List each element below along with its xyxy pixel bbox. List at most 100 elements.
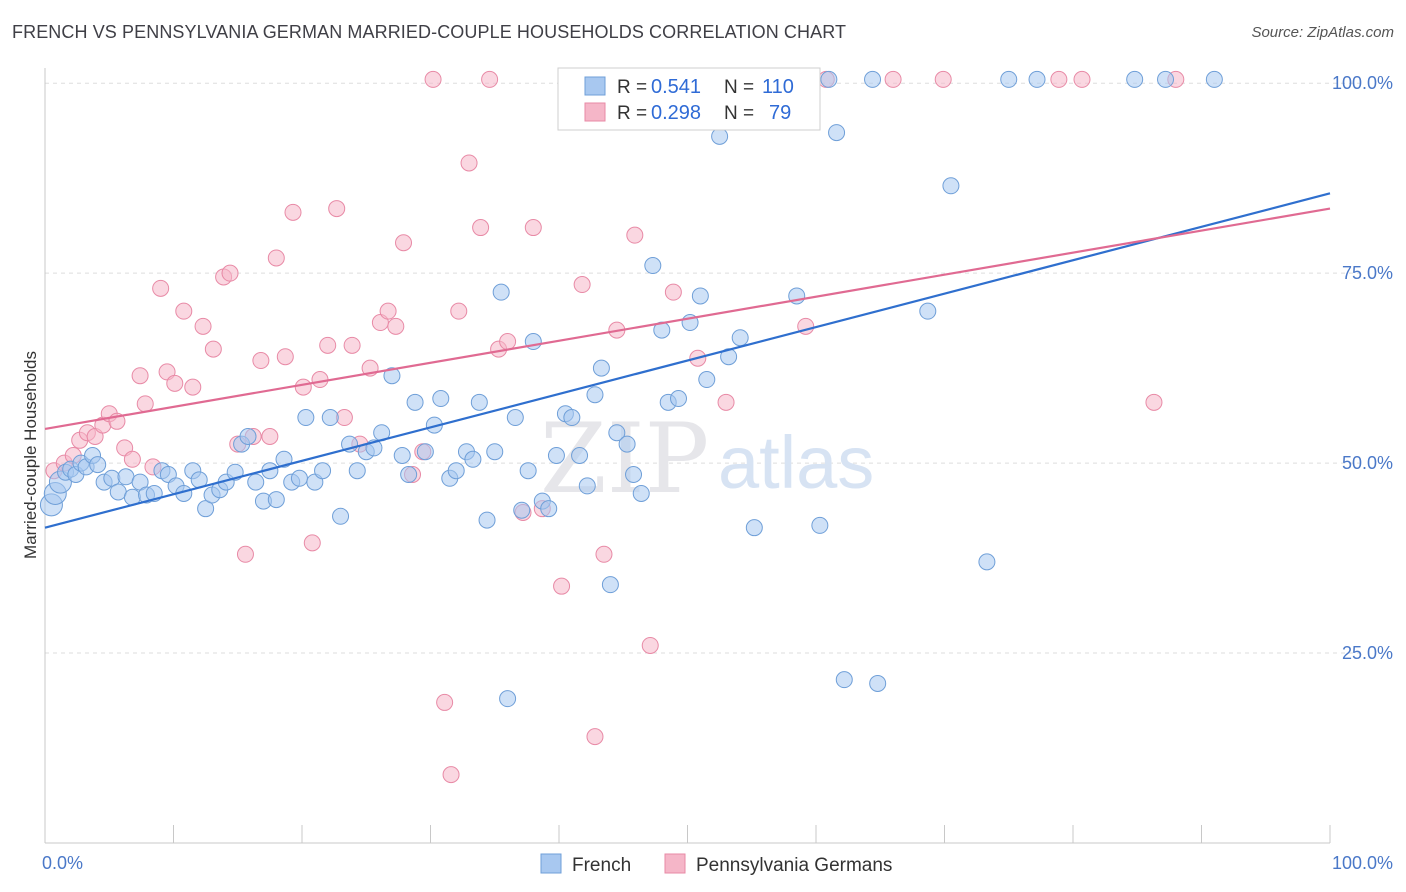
point-french bbox=[447, 462, 465, 480]
point-pennsylvania-germans bbox=[131, 367, 149, 385]
point-french bbox=[239, 428, 257, 446]
point-french bbox=[314, 462, 332, 480]
chart-title: FRENCH VS PENNSYLVANIA GERMAN MARRIED-CO… bbox=[12, 22, 847, 42]
point-french bbox=[297, 409, 315, 427]
point-pennsylvania-germans bbox=[641, 636, 659, 654]
point-pennsylvania-germans bbox=[586, 728, 604, 746]
legend-label-pennsylvania-germans[interactable]: Pennsylvania Germans bbox=[696, 855, 892, 876]
point-pennsylvania-germans bbox=[553, 577, 571, 595]
point-pennsylvania-germans bbox=[884, 70, 902, 88]
trend-line-pennsylvania-germans bbox=[44, 207, 1331, 430]
point-pennsylvania-germans bbox=[136, 395, 154, 413]
point-french bbox=[691, 287, 709, 305]
point-french bbox=[618, 435, 636, 453]
stats-legend-n-value-french: 110 bbox=[762, 76, 794, 98]
point-french bbox=[247, 473, 265, 491]
stats-legend-n-label: N = bbox=[724, 103, 754, 124]
point-french bbox=[644, 257, 662, 275]
point-pennsylvania-germans bbox=[328, 200, 346, 218]
point-pennsylvania-germans bbox=[276, 348, 294, 366]
stats-legend-n-label: N = bbox=[724, 77, 754, 98]
point-pennsylvania-germans bbox=[184, 378, 202, 396]
watermark-atlas: atlas bbox=[718, 421, 874, 504]
grid-lines bbox=[45, 82, 1360, 654]
point-pennsylvania-germans bbox=[152, 279, 170, 297]
point-pennsylvania-germans bbox=[595, 545, 613, 563]
point-pennsylvania-germans bbox=[460, 154, 478, 172]
point-pennsylvania-germans bbox=[717, 393, 735, 411]
stats-legend: R = 0.541 N = 110 R = 0.298 N = 79 bbox=[557, 67, 821, 131]
point-pennsylvania-germans bbox=[166, 374, 184, 392]
stats-legend-n-value-pennsylvania-germans: 79 bbox=[769, 102, 791, 124]
point-french bbox=[432, 390, 450, 408]
point-pennsylvania-germans bbox=[395, 234, 413, 252]
point-french bbox=[547, 447, 565, 464]
point-pennsylvania-germans bbox=[175, 302, 193, 320]
point-french bbox=[820, 70, 838, 88]
point-pennsylvania-germans bbox=[261, 428, 279, 446]
point-pennsylvania-germans bbox=[450, 302, 468, 320]
point-french bbox=[492, 283, 510, 301]
point-french bbox=[1205, 70, 1223, 88]
point-french bbox=[864, 70, 882, 88]
point-french bbox=[632, 484, 650, 502]
point-pennsylvania-germans bbox=[1145, 393, 1163, 411]
point-pennsylvania-germans bbox=[267, 249, 285, 267]
point-french bbox=[711, 127, 729, 145]
point-french bbox=[1126, 70, 1144, 88]
point-pennsylvania-germans bbox=[481, 70, 499, 88]
point-pennsylvania-germans bbox=[284, 203, 302, 221]
point-french bbox=[978, 553, 996, 571]
point-french bbox=[571, 447, 589, 464]
point-french bbox=[811, 516, 829, 534]
point-pennsylvania-germans bbox=[424, 70, 442, 88]
point-french bbox=[608, 424, 626, 442]
point-french bbox=[89, 456, 107, 474]
point-french bbox=[586, 386, 604, 404]
point-french bbox=[275, 450, 293, 468]
legend-swatch-french[interactable] bbox=[540, 853, 562, 874]
legend-swatch-pennsylvania-germans[interactable] bbox=[664, 853, 686, 874]
point-pennsylvania-germans bbox=[194, 317, 212, 335]
point-pennsylvania-germans bbox=[472, 219, 490, 237]
point-french bbox=[942, 177, 960, 195]
point-pennsylvania-germans bbox=[303, 534, 321, 552]
point-french bbox=[383, 367, 401, 385]
point-french bbox=[519, 462, 537, 480]
axes bbox=[44, 68, 1331, 844]
point-pennsylvania-germans bbox=[311, 371, 329, 389]
point-french bbox=[625, 465, 643, 483]
x-tick-label: 0.0% bbox=[42, 853, 83, 873]
point-french bbox=[601, 576, 619, 594]
point-french bbox=[919, 302, 937, 320]
stats-legend-swatch-pennsylvania-germans bbox=[584, 102, 606, 122]
point-pennsylvania-germans bbox=[626, 226, 644, 244]
point-pennsylvania-germans bbox=[436, 693, 454, 711]
point-french bbox=[513, 501, 531, 519]
stats-legend-r-label: R = bbox=[617, 103, 647, 124]
y-tick-label: 75.0% bbox=[1342, 263, 1393, 283]
trend-line-french bbox=[44, 192, 1331, 529]
point-french bbox=[197, 500, 215, 518]
point-pennsylvania-germans bbox=[664, 283, 682, 301]
point-pennsylvania-germans bbox=[335, 409, 353, 427]
stats-legend-r-value-french: 0.541 bbox=[651, 76, 701, 98]
point-pennsylvania-germans bbox=[1050, 70, 1068, 88]
point-french bbox=[835, 671, 853, 689]
stats-legend-r-label: R = bbox=[617, 77, 647, 98]
point-pennsylvania-germans bbox=[236, 545, 254, 563]
trend-lines bbox=[44, 192, 1331, 529]
point-pennsylvania-germans bbox=[934, 70, 952, 88]
stats-legend-r-value-pennsylvania-germans: 0.298 bbox=[651, 102, 701, 124]
point-pennsylvania-germans bbox=[387, 317, 405, 335]
point-french bbox=[540, 500, 558, 518]
point-french bbox=[117, 468, 135, 486]
point-french bbox=[393, 447, 411, 464]
point-pennsylvania-germans bbox=[379, 302, 397, 320]
y-tick-label: 100.0% bbox=[1332, 73, 1393, 93]
point-french bbox=[470, 393, 488, 411]
legend-label-french[interactable]: French bbox=[572, 855, 631, 876]
point-french bbox=[1000, 70, 1018, 88]
stats-legend-swatch-french bbox=[584, 76, 606, 96]
